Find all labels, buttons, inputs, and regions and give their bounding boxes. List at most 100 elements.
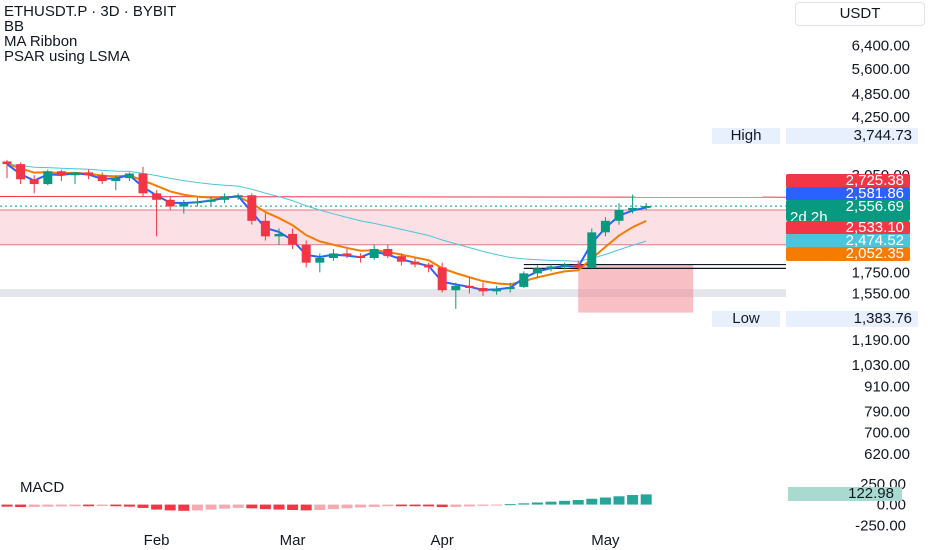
candle xyxy=(628,194,638,214)
candle-body xyxy=(328,253,338,258)
price-tag-bb-basis: 2,474.52 xyxy=(786,233,910,248)
candle-body xyxy=(628,207,638,211)
macd-bar xyxy=(273,504,285,510)
currency-unit-button[interactable]: USDT xyxy=(795,2,925,26)
macd-bar xyxy=(28,504,40,507)
macd-bar xyxy=(450,504,462,507)
macd-bar xyxy=(123,504,135,507)
candle xyxy=(247,193,257,225)
candle-body xyxy=(301,244,311,263)
candle xyxy=(301,240,311,268)
high-value: 3,744.73 xyxy=(786,128,918,144)
price-tick-label: 700.00 xyxy=(864,425,910,442)
indicator-ma-ribbon[interactable]: MA Ribbon xyxy=(4,33,78,50)
candle-body xyxy=(560,264,570,267)
candle-body xyxy=(505,286,515,290)
candle-body xyxy=(192,201,202,204)
macd-bar xyxy=(518,503,530,505)
price-tick-label: 4,250.00 xyxy=(852,109,910,126)
time-axis-label: Apr xyxy=(431,532,454,549)
candle-body xyxy=(206,199,216,202)
candle-body xyxy=(220,196,230,200)
candle-body xyxy=(97,175,107,182)
price-tick-label: 5,600.00 xyxy=(852,61,910,78)
candle-body xyxy=(29,179,39,185)
candle-body xyxy=(396,256,406,262)
macd-bar xyxy=(300,504,312,511)
candle-body xyxy=(356,256,366,258)
macd-bar xyxy=(463,504,475,507)
last-price-value: 2,556.69 xyxy=(845,198,904,215)
candle-body xyxy=(43,171,53,185)
macd-bar xyxy=(69,504,81,507)
symbol-title[interactable]: ETHUSDT.P · 3D · BYBIT xyxy=(4,3,177,20)
candle xyxy=(546,264,556,272)
candle xyxy=(437,262,447,293)
candle xyxy=(587,228,597,269)
macd-bar xyxy=(55,504,67,507)
candle-body xyxy=(84,172,94,176)
candle xyxy=(138,166,148,197)
price-tag-fast-ma: 2,581.86 xyxy=(786,186,910,201)
candle-body xyxy=(56,171,66,176)
candle-body xyxy=(532,268,542,274)
candle xyxy=(29,175,39,194)
candle-body xyxy=(138,173,148,194)
candle-body xyxy=(247,195,257,221)
candle xyxy=(56,169,66,182)
price-tick-label: 620.00 xyxy=(864,446,910,463)
macd-pane-label[interactable]: MACD xyxy=(20,479,65,496)
macd-bar xyxy=(640,494,652,505)
chart-legend: ETHUSDT.P · 3D · BYBIT BB MA Ribbon PSAR… xyxy=(4,4,176,64)
macd-bar xyxy=(232,504,244,508)
macd-bar xyxy=(1,504,13,507)
candle xyxy=(410,257,420,268)
macd-tick-label: -250.00 xyxy=(855,517,906,534)
indicator-bb[interactable]: BB xyxy=(4,18,25,35)
candle-body xyxy=(437,267,447,291)
candle-series xyxy=(2,159,651,309)
price-tick-label: 910.00 xyxy=(864,379,910,396)
price-tag-last: 2,556.69 2d 2h xyxy=(786,198,910,225)
macd-bar xyxy=(355,504,367,508)
candle xyxy=(16,162,26,185)
candle xyxy=(641,203,651,211)
price-tag-psar: 2,533.10 xyxy=(786,220,910,235)
macd-bar xyxy=(42,504,54,507)
candle xyxy=(614,203,624,225)
support-resistance-zones xyxy=(0,196,787,313)
candle xyxy=(220,193,230,204)
macd-bar xyxy=(15,504,27,508)
macd-bar xyxy=(219,504,231,509)
candle xyxy=(424,262,434,273)
indicator-psar[interactable]: PSAR using LSMA xyxy=(4,48,130,65)
macd-bar xyxy=(477,504,489,506)
candle-body xyxy=(614,210,624,221)
macd-bar xyxy=(382,504,394,507)
price-tick-label: 1,030.00 xyxy=(852,357,910,374)
macd-bar xyxy=(627,495,639,505)
candle xyxy=(206,196,216,207)
macd-bar xyxy=(559,500,571,505)
macd-bar xyxy=(395,504,407,507)
candle xyxy=(492,285,502,295)
macd-bar xyxy=(314,504,326,510)
macd-bar xyxy=(423,504,435,507)
candle-body xyxy=(111,178,121,182)
macd-bar xyxy=(137,504,149,508)
macd-bar xyxy=(368,504,380,507)
candle xyxy=(519,271,529,289)
price-tick-label: 790.00 xyxy=(864,403,910,420)
candle xyxy=(396,253,406,266)
macd-bar xyxy=(164,504,176,511)
candle-body xyxy=(464,285,474,289)
candle xyxy=(573,260,583,269)
candle xyxy=(383,244,393,258)
candle-body xyxy=(383,249,393,257)
candle xyxy=(600,217,610,237)
time-axis-label: May xyxy=(591,532,620,549)
macd-bar xyxy=(545,501,557,505)
candle xyxy=(179,199,189,214)
macd-histogram xyxy=(1,494,652,511)
